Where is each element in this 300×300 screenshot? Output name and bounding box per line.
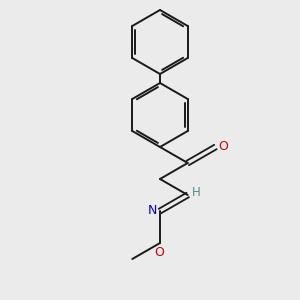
Text: H: H: [192, 187, 200, 200]
Text: O: O: [154, 246, 164, 259]
Text: O: O: [218, 140, 228, 154]
Text: N: N: [148, 205, 157, 218]
